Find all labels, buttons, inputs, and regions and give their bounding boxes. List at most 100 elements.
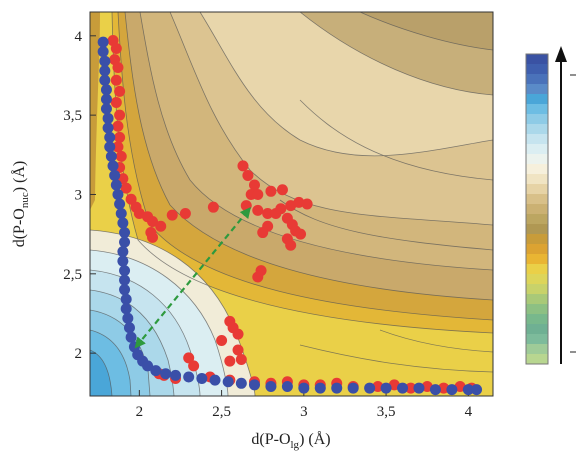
scatter-point [112,62,124,74]
x-axis-title-suffix: ) (Å) [299,430,331,448]
scatter-point [235,354,247,366]
colorbar-swatch [526,204,548,215]
colorbar-arrow-head [555,46,567,62]
scatter-point [237,160,249,172]
colorbar-swatch [526,164,548,175]
colorbar-swatch [526,334,548,345]
scatter-point [364,382,376,394]
colorbar-swatch [526,174,548,185]
scatter-point [125,331,137,343]
y-axis-title: d(P-Onuc) (Å) [10,161,31,248]
scatter-point [293,196,305,208]
scatter-point [100,84,112,96]
scatter-point [372,380,384,392]
scatter-point [104,141,116,153]
scatter-point [232,344,244,356]
x-axis-title-sub: lg [291,439,300,451]
scatter-point [471,384,483,396]
scatter-point [125,193,137,205]
colorbar-swatch [526,224,548,235]
scatter-point [100,103,112,115]
scatter-point [275,203,287,215]
scatter-point [120,182,132,194]
colorbar-swatch [526,234,548,245]
scatter-point [405,382,417,394]
scatter-point [142,360,154,372]
scatter-point [114,198,126,210]
y-tick-label: 3 [75,187,83,203]
x-tick-label: 4 [465,404,473,420]
colorbar-swatch [526,294,548,305]
scatter-point [347,382,359,394]
x-axis-title-main: d(P-O [251,431,290,448]
scatter-point [429,384,441,396]
scatter-point [114,109,126,121]
colorbar-swatch [526,154,548,165]
colorbar-swatch [526,314,548,325]
scatter-point [112,141,124,153]
scatter-point [224,355,236,367]
scatter-point [110,74,122,86]
scatter-point [117,255,129,267]
scatter-point [97,36,109,48]
scatter-point [104,131,116,143]
x-tick-label: 2 [136,404,144,420]
scatter-point [115,150,127,162]
colorbar-swatch [526,274,548,285]
scatter-point [209,374,221,386]
scatter-point [235,377,247,389]
scatter-point [380,382,392,394]
colorbar-swatch [526,354,548,365]
y-tick-label: 4 [75,29,83,45]
scatter-point [314,382,326,394]
scatter-point [97,46,109,58]
colorbar [526,54,548,365]
scatter-point [123,322,135,334]
scatter-point [119,284,131,296]
x-axis-title: d(P-Olg) (Å) [251,430,330,451]
scatter-point [462,384,474,396]
colorbar-swatch [526,144,548,155]
scatter-point [301,198,313,210]
colorbar-swatch [526,214,548,225]
y-tick-label: 2 [75,346,83,362]
scatter-point [120,303,132,315]
scatter-point [99,74,111,86]
scatter-point [188,360,200,372]
scatter-point [105,150,117,162]
colorbar-swatch [526,244,548,255]
colorbar-swatch [526,104,548,115]
colorbar-swatch [526,74,548,85]
scatter-point [252,188,264,200]
scatter-point [119,274,131,286]
scatter-point [117,217,129,229]
colorbar-swatch [526,344,548,355]
scatter-point [115,208,127,220]
scatter-point [109,169,121,181]
colorbar-swatch [526,84,548,95]
scatter-point [100,93,112,105]
scatter-point [438,382,450,394]
scatter-point [117,246,129,258]
scatter-point [120,293,132,305]
colorbar-swatch [526,64,548,75]
y-axis-title-sub: nuc [19,192,31,208]
scatter-point [114,131,126,143]
scatter-point [122,312,134,324]
scatter-point [107,160,119,172]
colorbar-swatch [526,184,548,195]
scatter-point [248,379,260,391]
scatter-point [196,373,208,385]
scatter-point [112,188,124,200]
scatter-point [110,179,122,191]
scatter-point [110,42,122,54]
colorbar-swatch [526,324,548,335]
colorbar-swatch [526,264,548,275]
scatter-point [170,369,182,381]
scatter-point [102,112,114,124]
scatter-point [99,65,111,77]
scatter-point [248,179,260,191]
scatter-point [242,169,254,181]
colorbar-swatch [526,194,548,205]
scatter-point [112,120,124,132]
